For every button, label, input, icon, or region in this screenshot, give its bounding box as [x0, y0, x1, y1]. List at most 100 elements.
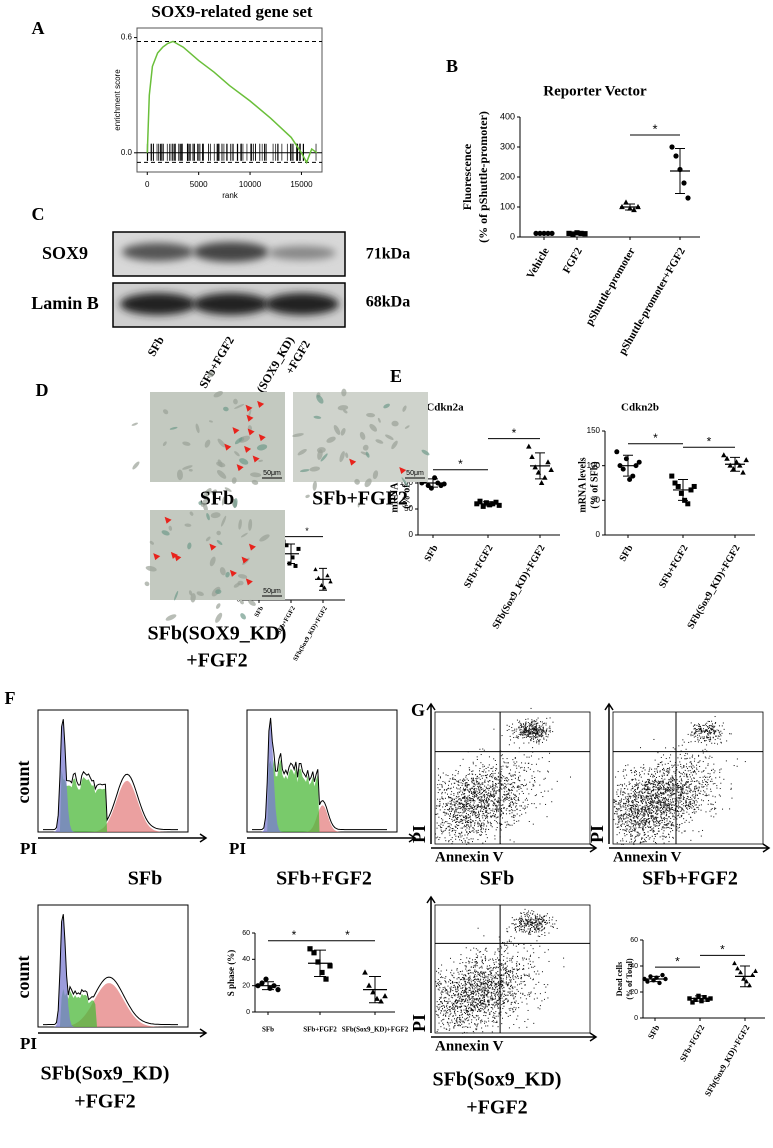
event	[676, 829, 678, 831]
event	[524, 731, 526, 733]
event	[465, 825, 467, 827]
event	[625, 828, 627, 830]
event	[442, 781, 444, 783]
event	[712, 768, 714, 770]
event	[660, 813, 662, 815]
event	[691, 731, 693, 733]
event	[458, 805, 460, 807]
event	[491, 795, 493, 797]
event	[689, 784, 691, 786]
event	[641, 810, 643, 812]
event	[529, 919, 531, 921]
x-tick-label: SFb+FGF2	[677, 1023, 706, 1063]
event	[664, 790, 666, 792]
event	[694, 731, 696, 733]
event	[543, 928, 545, 930]
event	[466, 803, 468, 805]
panel-label: F	[5, 688, 16, 708]
event	[672, 829, 674, 831]
event	[454, 813, 456, 815]
event	[626, 809, 628, 811]
cell	[149, 540, 154, 545]
event	[441, 797, 443, 799]
axis-label: PI	[409, 825, 429, 843]
event	[445, 840, 447, 842]
event	[473, 802, 475, 804]
event	[704, 779, 706, 781]
event	[685, 802, 687, 804]
event	[705, 729, 707, 731]
flow-frame	[434, 711, 591, 845]
event	[455, 802, 457, 804]
event	[630, 835, 632, 837]
event	[528, 820, 530, 822]
event	[666, 820, 668, 822]
event	[659, 836, 661, 838]
event	[646, 795, 648, 797]
event	[660, 806, 662, 808]
event	[709, 773, 711, 775]
event	[657, 793, 659, 795]
event	[699, 727, 701, 729]
event	[466, 801, 468, 803]
event	[536, 730, 538, 732]
event	[632, 795, 634, 797]
event	[460, 840, 462, 842]
event	[530, 924, 532, 926]
event	[507, 780, 509, 782]
event	[698, 723, 700, 725]
event	[541, 721, 543, 723]
event	[489, 780, 491, 782]
event	[663, 767, 665, 769]
event	[541, 925, 543, 927]
event	[660, 814, 662, 816]
event	[506, 795, 508, 797]
event	[482, 1003, 484, 1005]
event	[660, 792, 662, 794]
event	[462, 789, 464, 791]
event	[671, 764, 673, 766]
event	[664, 763, 666, 765]
event	[527, 923, 529, 925]
event	[439, 777, 441, 779]
cell	[195, 423, 200, 434]
dot	[685, 501, 691, 507]
event	[663, 803, 665, 805]
event	[480, 826, 482, 828]
error-bar	[572, 232, 582, 235]
lane-label: SFb+FGF2	[196, 334, 237, 391]
event	[642, 800, 644, 802]
event	[648, 809, 650, 811]
event	[659, 820, 661, 822]
event	[445, 992, 447, 994]
event	[505, 777, 507, 779]
panel-label: B	[446, 56, 458, 76]
event	[625, 840, 627, 842]
event	[671, 766, 673, 768]
dot	[538, 480, 545, 485]
event	[702, 752, 704, 754]
dot	[325, 573, 330, 578]
event	[446, 804, 448, 806]
event	[671, 806, 673, 808]
event	[627, 797, 629, 799]
event	[508, 744, 510, 746]
event	[539, 927, 541, 929]
event	[497, 801, 499, 803]
event	[662, 820, 664, 822]
event	[661, 812, 663, 814]
event	[628, 795, 630, 797]
event	[666, 809, 668, 811]
dot	[747, 982, 752, 988]
event	[531, 726, 533, 728]
event	[469, 806, 471, 808]
event	[692, 802, 694, 804]
event	[489, 796, 491, 798]
event	[522, 926, 524, 928]
event	[654, 824, 656, 826]
event	[440, 829, 442, 831]
event	[679, 816, 681, 818]
event	[684, 800, 686, 802]
event	[691, 763, 693, 765]
event	[629, 795, 631, 797]
